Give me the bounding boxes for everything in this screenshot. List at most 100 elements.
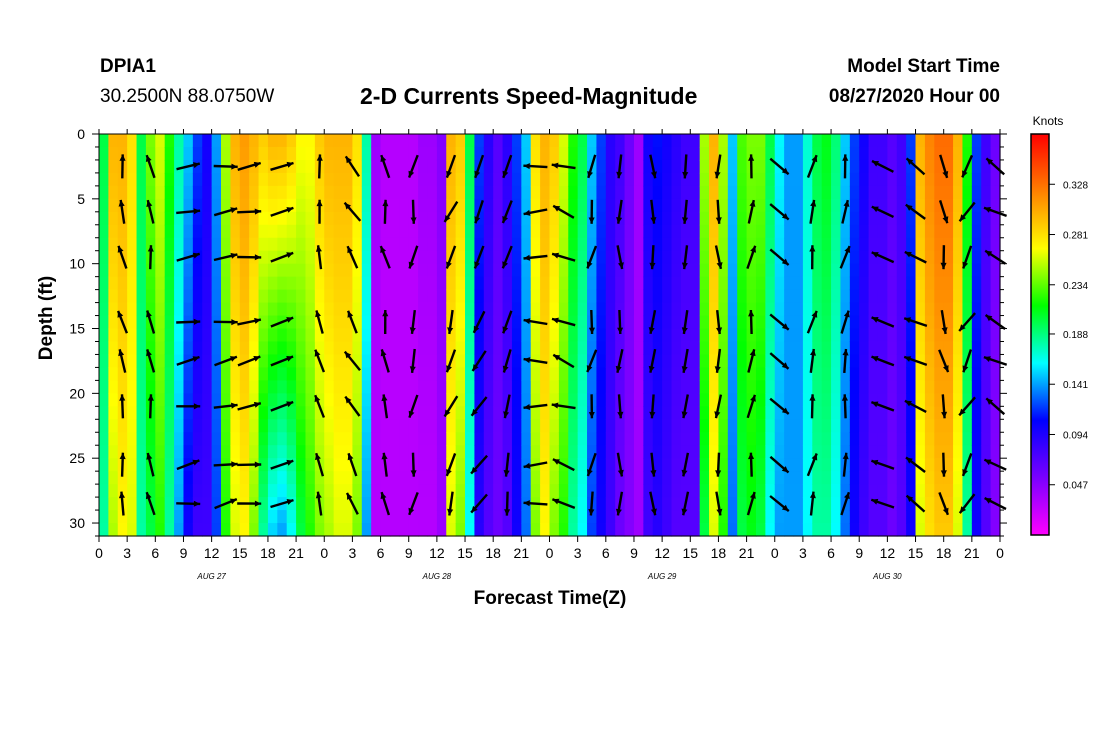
- heatmap-cell: [108, 263, 119, 278]
- heatmap-cell: [877, 367, 888, 381]
- heatmap-cell: [380, 471, 391, 485]
- heatmap-cell: [399, 497, 410, 511]
- heatmap-cell: [774, 237, 785, 252]
- heatmap-cell: [615, 328, 626, 343]
- heatmap-cell: [549, 445, 560, 459]
- heatmap-cell: [239, 276, 250, 291]
- heatmap-cell: [953, 445, 964, 459]
- heatmap-cell: [155, 198, 166, 213]
- heatmap-cell: [380, 367, 391, 381]
- heatmap-cell: [962, 276, 973, 291]
- heatmap-cell: [953, 484, 964, 498]
- heatmap-cell: [577, 263, 588, 278]
- heatmap-cell: [436, 445, 447, 459]
- heatmap-cell: [530, 367, 541, 381]
- heatmap-cell: [924, 484, 935, 498]
- heatmap-cell: [436, 250, 447, 265]
- heatmap-cell: [662, 289, 673, 304]
- heatmap-cell: [568, 172, 579, 187]
- x-tick-label: 15: [457, 545, 473, 561]
- heatmap-cell: [474, 432, 485, 446]
- heatmap-cell: [549, 302, 560, 317]
- heatmap-cell: [568, 315, 579, 330]
- heatmap-cell: [624, 134, 635, 148]
- heatmap-cell: [465, 393, 476, 407]
- heatmap-cell: [183, 367, 194, 381]
- heatmap-cell: [887, 419, 898, 433]
- heatmap-cell: [239, 406, 250, 420]
- heatmap-cell: [455, 211, 466, 226]
- heatmap-cell: [652, 445, 663, 459]
- current-vector-arrow: [649, 245, 656, 270]
- heatmap-cell: [117, 380, 128, 394]
- heatmap-cell: [568, 185, 579, 200]
- heatmap-cell: [164, 419, 175, 433]
- heatmap-cell: [840, 510, 851, 524]
- heatmap-cell: [361, 224, 372, 239]
- heatmap-cell: [840, 367, 851, 381]
- heatmap-cell: [868, 211, 879, 226]
- heatmap-cell: [699, 367, 710, 381]
- heatmap-cell: [934, 497, 945, 511]
- heatmap-cell: [587, 419, 598, 433]
- heatmap-cell: [239, 237, 250, 252]
- heatmap-cell: [305, 276, 316, 291]
- heatmap-cell: [305, 341, 316, 356]
- current-vector-arrow: [840, 310, 850, 334]
- heatmap-cell: [877, 211, 888, 226]
- heatmap-cell: [446, 328, 457, 343]
- heatmap-cell: [333, 263, 344, 278]
- heatmap-cell: [990, 393, 1001, 407]
- heatmap-cell: [765, 185, 776, 200]
- heatmap-cell: [277, 224, 288, 239]
- heatmap-cell: [230, 419, 241, 433]
- heatmap-cell: [737, 172, 748, 187]
- heatmap-cell: [849, 458, 860, 472]
- heatmap-cell: [662, 172, 673, 187]
- heatmap-cell: [596, 289, 607, 304]
- heatmap-cell: [840, 134, 851, 148]
- heatmap-cell: [709, 198, 720, 213]
- heatmap-cell: [849, 134, 860, 148]
- current-vector-arrow: [714, 245, 723, 270]
- heatmap-cell: [258, 367, 269, 381]
- heatmap-cell: [108, 237, 119, 252]
- heatmap-cell: [680, 237, 691, 252]
- heatmap-cell: [540, 367, 551, 381]
- current-vector-arrow: [715, 491, 723, 516]
- heatmap-cell: [840, 445, 851, 459]
- heatmap-cell: [314, 393, 325, 407]
- heatmap-cell: [849, 419, 860, 433]
- heatmap-cell: [896, 276, 907, 291]
- heatmap-cell: [258, 224, 269, 239]
- heatmap-cell: [934, 146, 945, 161]
- heatmap-cell: [699, 263, 710, 278]
- heatmap-cell: [624, 250, 635, 265]
- heatmap-cell: [793, 250, 804, 265]
- heatmap-cell: [896, 302, 907, 317]
- heatmap-cell: [924, 134, 935, 148]
- heatmap-cell: [615, 484, 626, 498]
- heatmap-cell: [127, 523, 138, 537]
- heatmap-cell: [568, 458, 579, 472]
- heatmap-cell: [427, 211, 438, 226]
- heatmap-cell: [277, 510, 288, 524]
- heatmap-cell: [221, 185, 231, 200]
- heatmap-cell: [239, 198, 250, 213]
- heatmap-cell: [765, 380, 776, 394]
- heatmap-cell: [502, 445, 513, 459]
- heatmap-cell: [99, 198, 109, 213]
- current-vector-arrow: [650, 452, 657, 477]
- heatmap-cell: [718, 211, 729, 226]
- heatmap-cell: [793, 432, 804, 446]
- current-vector-arrow: [270, 498, 294, 509]
- heatmap-cell: [633, 380, 644, 394]
- heatmap-cell: [192, 237, 203, 252]
- heatmap-cell: [324, 315, 335, 330]
- heatmap-cell: [493, 406, 504, 420]
- heatmap-cell: [831, 315, 842, 330]
- heatmap-cell: [793, 341, 804, 356]
- heatmap-cell: [249, 211, 260, 226]
- current-vector-arrow: [146, 349, 156, 373]
- heatmap-cell: [418, 302, 429, 317]
